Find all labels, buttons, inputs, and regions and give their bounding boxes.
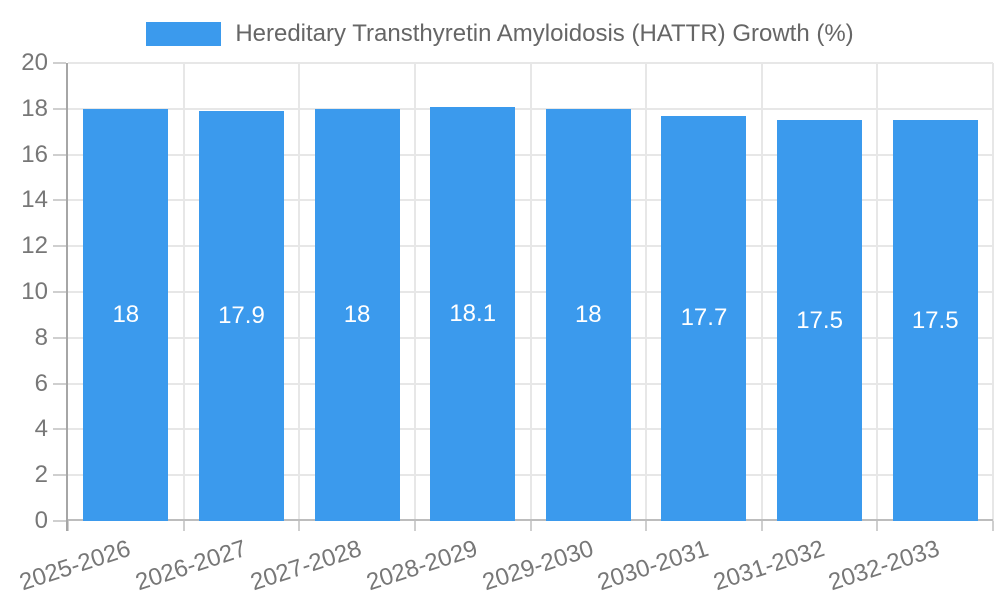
bar[interactable]: 17.5 xyxy=(777,120,863,521)
x-tick-mark xyxy=(182,521,185,531)
bar[interactable]: 17.5 xyxy=(892,120,978,521)
x-tick-label: 2032-2033 xyxy=(825,535,944,597)
bar-value-label: 18 xyxy=(112,300,140,328)
bar[interactable]: 17.9 xyxy=(198,111,284,521)
bar[interactable]: 18 xyxy=(83,108,169,521)
y-tick-mark xyxy=(53,520,66,522)
legend-item[interactable]: Hereditary Transthyretin Amyloidosis (HA… xyxy=(146,20,854,48)
bar[interactable]: 18.1 xyxy=(430,106,516,521)
x-gridline xyxy=(182,63,185,521)
y-tick-label: 14 xyxy=(21,186,48,214)
y-tick-label: 12 xyxy=(21,232,48,260)
x-gridline xyxy=(992,63,994,521)
y-tick-label: 2 xyxy=(34,461,48,489)
y-tick-label: 8 xyxy=(34,323,48,351)
bar-value-label: 17.5 xyxy=(796,306,843,334)
x-gridline xyxy=(645,63,648,521)
x-tick-mark xyxy=(760,521,763,531)
x-tick-label: 2026-2027 xyxy=(131,535,250,597)
y-tick-mark xyxy=(53,199,66,202)
y-tick-mark xyxy=(53,107,66,110)
bar-value-label: 17.7 xyxy=(680,304,728,332)
x-tick-mark xyxy=(67,521,69,531)
bar-value-label: 17.9 xyxy=(218,302,265,330)
bar-value-label: 18 xyxy=(343,300,371,328)
y-axis-line xyxy=(66,63,68,531)
y-tick-mark xyxy=(53,336,66,339)
legend-swatch-icon xyxy=(146,22,222,46)
y-tick-label: 10 xyxy=(21,278,48,305)
bar[interactable]: 18 xyxy=(314,108,400,521)
y-tick-mark xyxy=(53,62,66,64)
y-tick-label: 20 xyxy=(21,49,48,76)
legend-label: Hereditary Transthyretin Amyloidosis (HA… xyxy=(235,20,854,47)
y-tick-label: 4 xyxy=(34,415,48,443)
y-tick-mark xyxy=(53,474,66,477)
x-gridline xyxy=(413,63,416,521)
x-tick-label: 2030-2031 xyxy=(594,535,712,597)
x-tick-mark xyxy=(645,521,648,531)
x-tick-mark xyxy=(992,521,994,531)
y-tick-mark xyxy=(53,428,66,431)
x-tick-mark xyxy=(529,521,532,531)
x-gridline xyxy=(298,63,301,521)
bar-value-label: 18 xyxy=(574,300,602,328)
y-tick-mark xyxy=(53,382,66,385)
x-tick-label: 2027-2028 xyxy=(247,535,366,597)
bar-value-label: 18.1 xyxy=(449,299,497,327)
y-tick-label: 16 xyxy=(21,140,48,168)
bar-value-label: 17.5 xyxy=(911,306,959,334)
x-gridline xyxy=(760,63,763,521)
x-tick-mark xyxy=(876,521,879,531)
y-tick-mark xyxy=(53,291,66,293)
bar[interactable]: 18 xyxy=(545,108,631,521)
x-gridline xyxy=(876,63,879,521)
x-gridline xyxy=(529,63,532,521)
x-axis-line xyxy=(68,519,993,521)
plot-area: 18 17.9 18 18.1 18 17.7 17.5 17.5 xyxy=(68,62,994,521)
y-tick-mark xyxy=(53,153,66,156)
x-tick-label: 2028-2029 xyxy=(363,535,481,597)
x-tick-mark xyxy=(298,521,301,531)
x-tick-label: 2031-2032 xyxy=(710,535,828,597)
y-tick-label: 18 xyxy=(21,94,48,122)
y-tick-label: 6 xyxy=(34,369,48,397)
x-tick-label: 2029-2030 xyxy=(478,535,597,597)
y-tick-label: 0 xyxy=(34,507,48,534)
bar[interactable]: 17.7 xyxy=(661,115,747,521)
legend: Hereditary Transthyretin Amyloidosis (HA… xyxy=(0,14,1000,54)
x-tick-label: 2025-2026 xyxy=(16,535,134,597)
x-tick-mark xyxy=(413,521,416,531)
y-tick-mark xyxy=(53,245,66,248)
